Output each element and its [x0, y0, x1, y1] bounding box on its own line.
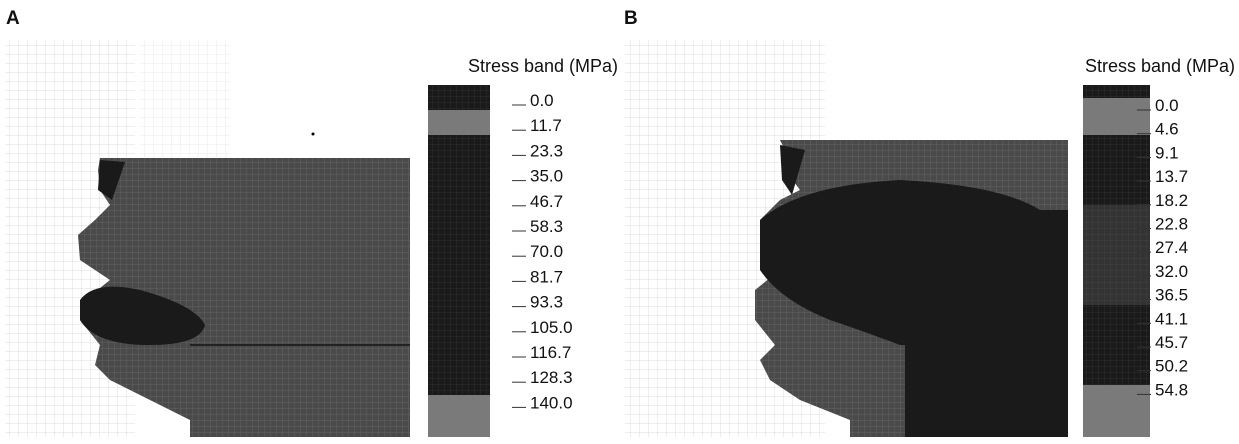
legend-title: Stress band (MPa) [1085, 56, 1235, 76]
legend-title: Stress band (MPa) [468, 56, 618, 76]
panel-label: B [624, 8, 638, 29]
color-bar [428, 85, 490, 437]
panel-b: B Stress band (MPa) 0.0 4.6 9.1 13.7 18.2 22.… [624, 8, 1235, 437]
mesh [140, 40, 230, 160]
legend-value: 11.7 [530, 116, 562, 135]
legend-value: 128.3 [530, 368, 573, 387]
legend-value: 140.0 [530, 393, 573, 412]
legend-value: 36.5 [1155, 286, 1188, 305]
panel-a: A Stress band (MPa) 0.0 11.7 23.3 35.0 46.7 5… [5, 8, 618, 437]
legend-value: 50.2 [1155, 357, 1188, 376]
legend-values: 0.0 4.6 9.1 13.7 18.2 22.8 27.4 32.0 36.5 41.1 45.… [1137, 96, 1188, 399]
legend-value: 93.3 [530, 293, 563, 312]
legend-value: 0.0 [1155, 96, 1179, 115]
legend-value: 116.7 [530, 343, 571, 362]
legend-value: 9.1 [1155, 143, 1179, 162]
legend-value: 22.8 [1155, 215, 1188, 234]
legend-value: 32.0 [1155, 262, 1188, 281]
legend-value: 70.0 [530, 242, 563, 261]
legend-value: 45.7 [1155, 333, 1188, 352]
dot [311, 132, 315, 136]
legend-values: 0.0 11.7 23.3 35.0 46.7 58.3 70.0 81.7 93.3 105.0… [512, 91, 573, 412]
stress-mesh [78, 158, 410, 437]
stress-peak [98, 160, 125, 200]
stress-peak [905, 345, 1068, 437]
color-bar [1083, 85, 1150, 437]
legend-value: 27.4 [1155, 238, 1188, 257]
legend-value: 0.0 [530, 91, 554, 110]
legend-value: 41.1 [1155, 309, 1188, 328]
legend-value: 13.7 [1155, 167, 1188, 186]
legend-value: 4.6 [1155, 120, 1179, 139]
stress-peak [80, 286, 205, 345]
legend-value: 35.0 [530, 167, 563, 186]
legend-value: 46.7 [530, 192, 563, 211]
panel-label: A [6, 8, 20, 29]
stress-peak [760, 180, 1068, 345]
stress-peak [780, 145, 805, 195]
legend-value: 81.7 [530, 267, 563, 286]
legend-value: 58.3 [530, 217, 563, 236]
legend-value: 105.0 [530, 318, 573, 337]
legend-value: 23.3 [530, 141, 563, 160]
legend-value: 18.2 [1155, 191, 1188, 210]
legend-value: 54.8 [1155, 380, 1188, 399]
